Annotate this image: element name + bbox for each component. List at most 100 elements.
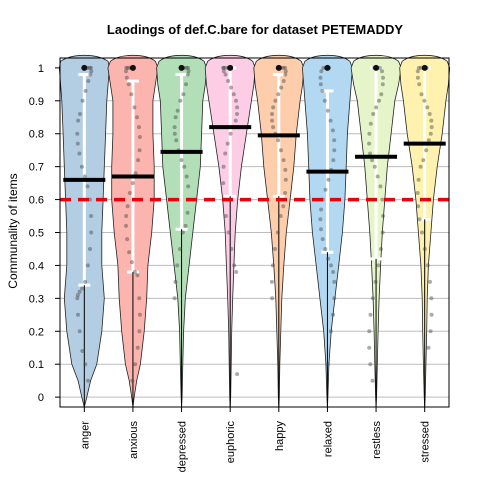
point-anxious-20 [125, 237, 130, 242]
x-tick-label-anger: anger [79, 421, 91, 449]
point-anxious-13 [136, 158, 141, 163]
violin-anger [58, 54, 110, 408]
point-happy-13 [271, 125, 276, 130]
point-anxious-17 [125, 204, 130, 209]
point-stressed-26 [429, 296, 434, 301]
point-anger-10 [76, 118, 81, 123]
point-euphoric-26 [235, 372, 240, 377]
point-stressed-9 [425, 105, 430, 110]
point-stressed-10 [427, 112, 432, 116]
point-anger-25 [75, 293, 80, 298]
point-stressed-13 [428, 131, 433, 136]
max-point-stressed [421, 64, 428, 71]
point-happy-27 [270, 296, 275, 301]
point-anxious-10 [137, 125, 141, 130]
y-tick-label-5: 0.5 [29, 228, 44, 240]
point-relaxed-24 [329, 263, 333, 268]
point-relaxed-22 [323, 247, 328, 251]
point-happy-10 [271, 105, 276, 110]
point-relaxed-12 [332, 148, 337, 153]
point-relaxed-28 [331, 312, 335, 317]
point-stressed-14 [426, 138, 431, 143]
point-anger-14 [79, 164, 84, 169]
point-restless-10 [368, 121, 373, 126]
point-anxious-24 [135, 273, 140, 278]
point-restless-7 [377, 98, 381, 103]
point-euphoric-15 [228, 131, 233, 136]
point-restless-29 [370, 378, 375, 383]
point-restless-24 [370, 296, 375, 301]
point-euphoric-2 [223, 65, 228, 70]
point-happy-8 [276, 92, 281, 97]
point-anxious-3 [124, 65, 129, 70]
point-euphoric-16 [225, 141, 230, 146]
point-anxious-7 [129, 92, 134, 97]
point-relaxed-18 [319, 207, 324, 212]
point-anger-20 [88, 247, 92, 251]
point-depressed-2 [184, 65, 189, 70]
point-anger-12 [75, 141, 80, 146]
point-euphoric-25 [234, 270, 239, 274]
point-relaxed-13 [331, 158, 336, 163]
point-restless-8 [374, 105, 379, 110]
point-happy-9 [273, 98, 278, 103]
point-happy-22 [278, 214, 283, 218]
x-tick-label-euphoric: euphoric [225, 421, 237, 464]
point-depressed-7 [181, 92, 186, 97]
point-euphoric-21 [223, 214, 228, 218]
point-anger-6 [86, 79, 91, 83]
point-euphoric-18 [221, 164, 226, 169]
point-anger-3 [89, 65, 93, 70]
point-depressed-17 [184, 174, 189, 179]
point-happy-19 [283, 177, 288, 182]
point-depressed-13 [174, 138, 179, 143]
point-euphoric-12 [235, 112, 239, 116]
point-depressed-23 [178, 247, 182, 251]
point-restless-3 [380, 69, 384, 74]
point-euphoric-19 [221, 181, 226, 186]
point-happy-2 [281, 65, 286, 70]
point-anger-7 [83, 88, 88, 93]
max-point-euphoric [227, 64, 234, 71]
point-restless-6 [379, 92, 384, 97]
point-anger-27 [76, 312, 80, 317]
point-euphoric-6 [223, 72, 228, 77]
violin-restless [350, 54, 402, 408]
point-happy-17 [281, 158, 286, 163]
point-restless-11 [367, 131, 372, 136]
point-anger-26 [75, 296, 80, 301]
point-restless-21 [379, 247, 383, 251]
point-stressed-17 [418, 164, 423, 169]
point-depressed-10 [173, 115, 178, 120]
point-depressed-21 [183, 223, 188, 228]
max-point-depressed [178, 64, 185, 71]
y-tick-label-3: 0.3 [29, 293, 44, 305]
point-euphoric-13 [233, 118, 238, 123]
point-anxious-25 [137, 296, 142, 301]
point-depressed-4 [186, 69, 191, 74]
point-happy-4 [283, 69, 288, 74]
point-stressed-23 [422, 247, 427, 251]
point-depressed-15 [179, 158, 184, 163]
y-axis-ticks: 0 0.1 0.2 0.3 0.4 0.5 0.6 0.7 0.8 0.9 1 [29, 63, 60, 404]
point-stressed-24 [425, 263, 430, 268]
point-relaxed-4 [318, 75, 323, 80]
point-relaxed-3 [319, 69, 324, 74]
point-happy-24 [273, 247, 277, 251]
point-anger-31 [86, 378, 90, 383]
point-restless-13 [368, 151, 373, 156]
point-anger-11 [75, 131, 80, 136]
point-depressed-16 [182, 164, 187, 169]
point-anxious-22 [129, 260, 134, 265]
point-relaxed-16 [323, 187, 328, 192]
point-stressed-4 [415, 69, 420, 74]
point-euphoric-22 [226, 230, 231, 235]
point-restless-23 [373, 279, 378, 284]
point-happy-21 [281, 204, 286, 209]
point-happy-6 [281, 79, 286, 83]
point-euphoric-8 [229, 85, 233, 90]
point-happy-26 [269, 279, 274, 284]
point-relaxed-2 [321, 65, 326, 70]
point-happy-3 [283, 65, 288, 70]
point-anxious-26 [137, 312, 142, 317]
